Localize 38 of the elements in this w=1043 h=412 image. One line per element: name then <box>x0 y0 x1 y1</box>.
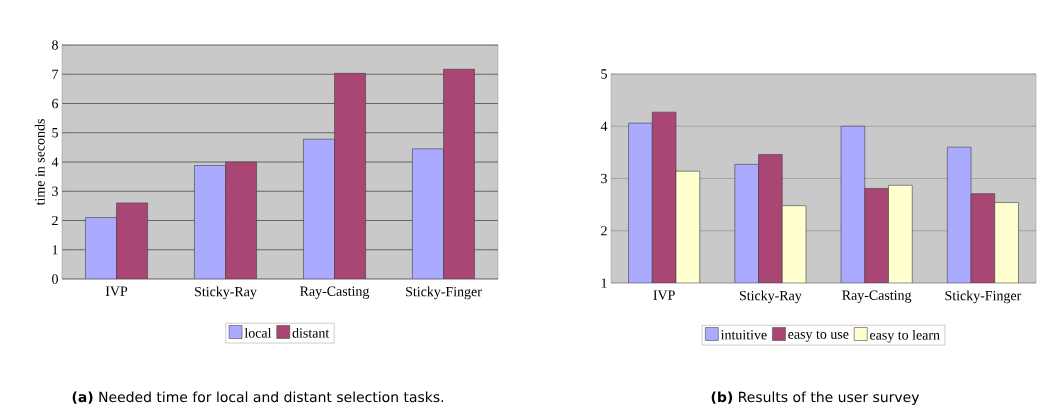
bar <box>225 161 257 279</box>
x-tick-label: Sticky-Ray <box>195 286 257 300</box>
bar <box>412 148 444 279</box>
y-tick-label: 1 <box>601 278 607 288</box>
x-tick-label: IVP <box>105 286 128 296</box>
text: (a) Needed time for local and distant selection tasks. <box>72 391 444 404</box>
y-axis-title: time in seconds <box>34 119 45 206</box>
bar <box>334 73 366 279</box>
legend-label: distant <box>292 327 330 338</box>
bar <box>443 68 475 279</box>
y-tick-label: 2 <box>601 226 607 236</box>
y-tick-label: 3 <box>52 186 58 196</box>
y-tick-label: 4 <box>600 121 608 131</box>
y-tick-label: 6 <box>52 98 59 109</box>
y-tick-label: 5 <box>601 69 607 79</box>
bar <box>194 165 226 279</box>
x-tick-label: Sticky-Finger <box>406 286 482 300</box>
y-tick-label: 8 <box>52 40 58 50</box>
y-tick-label: 5 <box>52 128 58 138</box>
y-tick-label: 2 <box>52 215 58 226</box>
x-tick-label: Sticky-Ray <box>739 290 802 304</box>
text: (b) Results of the user survey <box>711 391 920 405</box>
legend-label: easy to learn <box>870 329 940 343</box>
y-tick-label: 1 <box>52 245 58 255</box>
y-tick-label: 3 <box>601 173 607 184</box>
bar <box>85 217 117 279</box>
legend-label: intuitive <box>720 330 767 340</box>
legend-label: local <box>244 327 272 338</box>
x-tick-label: Ray-Casting <box>842 290 912 303</box>
x-tick-label: Sticky-Finger <box>945 290 1022 304</box>
y-tick-label: 7 <box>52 69 59 79</box>
y-tick-label: 0 <box>52 274 58 284</box>
legend-label: easy to use <box>788 330 849 342</box>
x-tick-label: IVP <box>653 290 675 300</box>
x-tick-label: Ray-Casting <box>300 286 370 299</box>
bar <box>116 202 148 279</box>
y-tick-label: 4 <box>51 157 59 167</box>
bar <box>303 138 335 279</box>
